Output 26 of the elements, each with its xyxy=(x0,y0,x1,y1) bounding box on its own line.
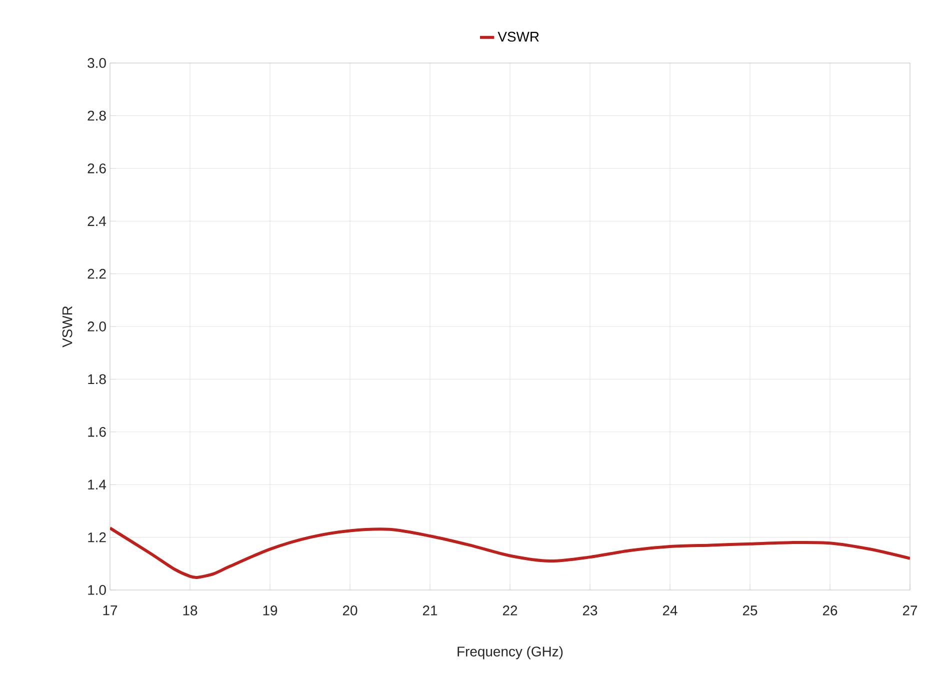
x-tick-label: 22 xyxy=(502,606,518,616)
y-tick-label: 1.4 xyxy=(88,480,106,490)
y-tick-label: 1.8 xyxy=(88,374,106,384)
x-tick-label: 25 xyxy=(742,606,758,616)
x-tick-label: 20 xyxy=(342,606,358,616)
line-series xyxy=(110,526,910,579)
x-tick-label: 26 xyxy=(822,606,838,616)
x-tick-label: 17 xyxy=(103,606,118,616)
x-tick-label: 18 xyxy=(183,606,198,616)
x-tick-label: 27 xyxy=(902,606,918,616)
y-tick-label: 1.0 xyxy=(88,585,106,595)
y-tick-label: 1.2 xyxy=(88,532,106,542)
x-axis-title: Frequency (GHz) xyxy=(458,646,563,660)
y-tick-label: 1.6 xyxy=(88,426,106,437)
y-tick-label: 2.8 xyxy=(88,110,106,121)
x-tick-label: 23 xyxy=(582,606,598,616)
y-tick-label: 2.2 xyxy=(88,268,106,279)
x-tick-label: 21 xyxy=(422,606,438,616)
x-tick-label: 24 xyxy=(662,606,678,616)
x-tick-label: 19 xyxy=(263,606,278,616)
y-tick-label: 2.4 xyxy=(88,216,106,226)
y-axis-title: VSWR xyxy=(62,306,72,348)
y-tick-label: 2.0 xyxy=(88,322,106,332)
legend-label: VSWR xyxy=(498,32,539,42)
y-tick-label: 3.0 xyxy=(88,58,106,68)
y-tick-label: 2.6 xyxy=(88,163,106,174)
